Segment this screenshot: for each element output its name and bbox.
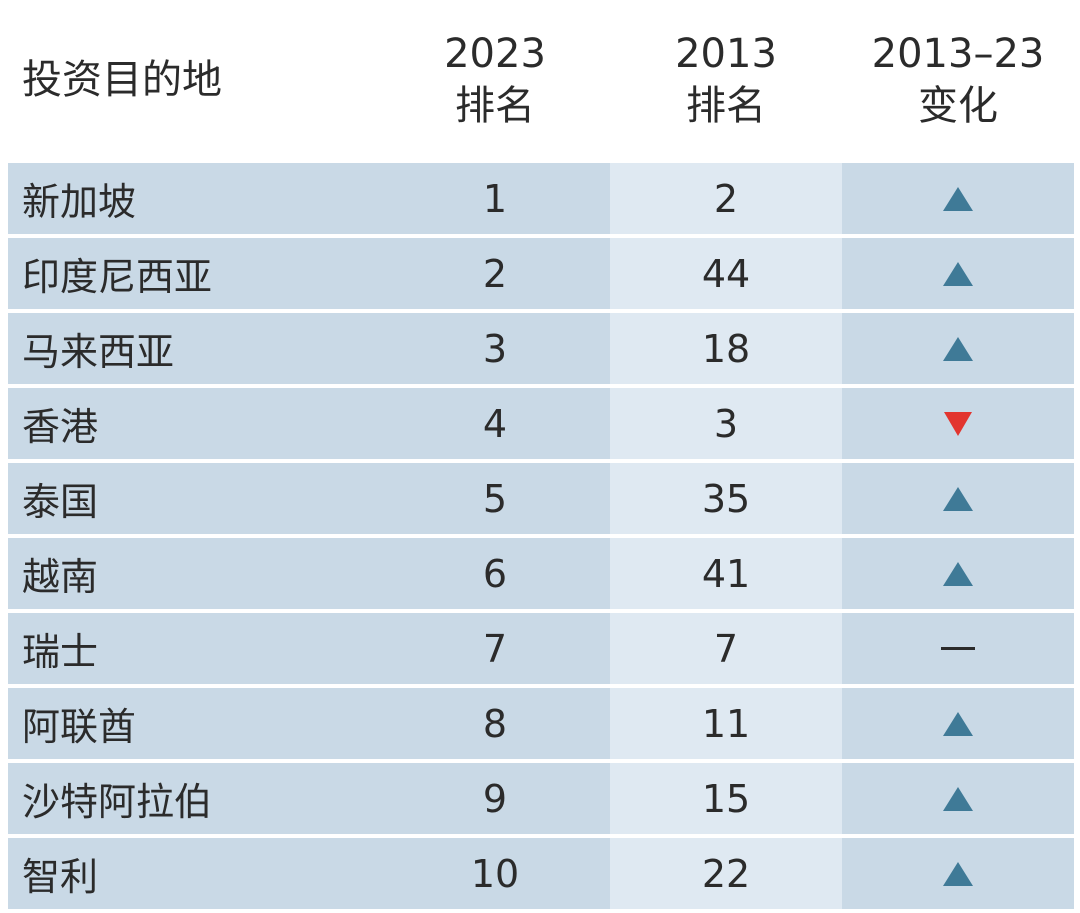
up-triangle-icon	[943, 486, 973, 511]
table-row: 印度尼西亚 2 44	[8, 238, 1074, 309]
rank-2023-cell: 5	[380, 463, 610, 534]
rank-2023-cell: 8	[380, 688, 610, 759]
up-triangle-icon	[943, 261, 973, 286]
change-cell	[842, 688, 1074, 759]
header-rank-2023-year: 2023	[444, 31, 546, 77]
header-change-period: 2013–23	[871, 31, 1045, 77]
header-change-label: 变化	[918, 83, 998, 129]
table-row: 阿联酋 8 11	[8, 688, 1074, 759]
rank-2013-cell: 3	[610, 388, 842, 459]
table-header: 投资目的地 2023 排名 2013 排名 2013–23 变化	[0, 0, 1080, 160]
table-row: 沙特阿拉伯 9 15	[8, 763, 1074, 834]
destination-cell: 印度尼西亚	[8, 238, 380, 309]
table-row: 马来西亚 3 18	[8, 313, 1074, 384]
header-change: 2013–23 变化	[842, 0, 1074, 160]
table-body: 新加坡 1 2 印度尼西亚 2 44 马来西亚 3 18 香港 4 3 泰国 5 35 越南 6 41 瑞士 7 7 阿联…	[8, 163, 1074, 913]
up-triangle-icon	[943, 711, 973, 736]
rank-2023-cell: 2	[380, 238, 610, 309]
up-triangle-icon	[943, 186, 973, 211]
change-cell	[842, 763, 1074, 834]
rank-2023-cell: 10	[380, 838, 610, 909]
change-cell	[842, 163, 1074, 234]
change-cell	[842, 613, 1074, 684]
table-row: 新加坡 1 2	[8, 163, 1074, 234]
destination-cell: 马来西亚	[8, 313, 380, 384]
rank-2013-cell: 7	[610, 613, 842, 684]
rank-2013-cell: 2	[610, 163, 842, 234]
rank-2013-cell: 35	[610, 463, 842, 534]
rank-2013-cell: 22	[610, 838, 842, 909]
rank-2013-cell: 41	[610, 538, 842, 609]
up-triangle-icon	[943, 786, 973, 811]
up-triangle-icon	[943, 861, 973, 886]
rank-2013-cell: 44	[610, 238, 842, 309]
destination-cell: 沙特阿拉伯	[8, 763, 380, 834]
header-rank-2023-label: 排名	[455, 83, 535, 129]
change-cell	[842, 313, 1074, 384]
rank-2013-cell: 18	[610, 313, 842, 384]
change-cell	[842, 388, 1074, 459]
table-row: 瑞士 7 7	[8, 613, 1074, 684]
table-row: 泰国 5 35	[8, 463, 1074, 534]
rank-2023-cell: 1	[380, 163, 610, 234]
down-triangle-icon	[944, 411, 972, 436]
change-cell	[842, 838, 1074, 909]
rank-2013-cell: 15	[610, 763, 842, 834]
header-destination: 投资目的地	[22, 0, 222, 160]
destination-cell: 越南	[8, 538, 380, 609]
destination-cell: 智利	[8, 838, 380, 909]
change-cell	[842, 238, 1074, 309]
rank-2023-cell: 6	[380, 538, 610, 609]
up-triangle-icon	[943, 561, 973, 586]
destination-cell: 香港	[8, 388, 380, 459]
rank-2013-cell: 11	[610, 688, 842, 759]
header-rank-2013-year: 2013	[675, 31, 777, 77]
rank-2023-cell: 3	[380, 313, 610, 384]
rank-2023-cell: 9	[380, 763, 610, 834]
header-rank-2013-label: 排名	[686, 83, 766, 129]
table-row: 香港 4 3	[8, 388, 1074, 459]
header-destination-label: 投资目的地	[22, 57, 222, 103]
destination-cell: 泰国	[8, 463, 380, 534]
no-change-dash-icon	[941, 647, 975, 650]
table-row: 智利 10 22	[8, 838, 1074, 909]
rank-2023-cell: 7	[380, 613, 610, 684]
destination-cell: 瑞士	[8, 613, 380, 684]
up-triangle-icon	[943, 336, 973, 361]
destination-cell: 阿联酋	[8, 688, 380, 759]
change-cell	[842, 463, 1074, 534]
change-cell	[842, 538, 1074, 609]
header-rank-2013: 2013 排名	[612, 0, 840, 160]
table-row: 越南 6 41	[8, 538, 1074, 609]
header-rank-2023: 2023 排名	[380, 0, 610, 160]
destination-cell: 新加坡	[8, 163, 380, 234]
rank-2023-cell: 4	[380, 388, 610, 459]
